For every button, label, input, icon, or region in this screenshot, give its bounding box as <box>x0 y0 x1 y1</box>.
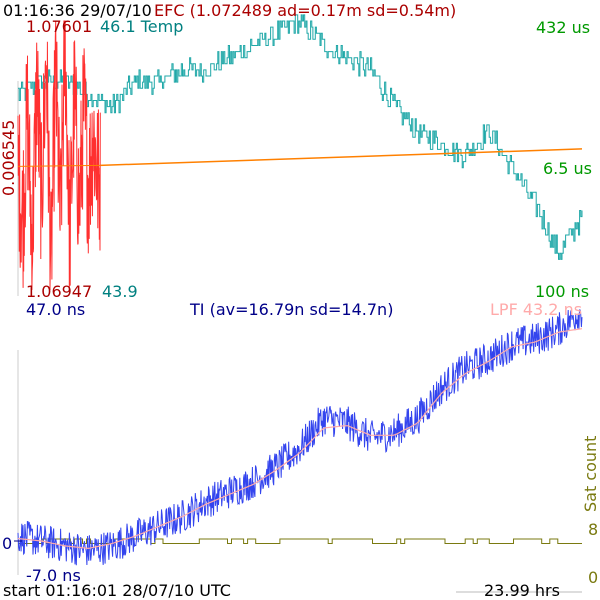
ti-series-line <box>17 309 583 566</box>
lpf-series-line <box>17 328 583 550</box>
timestamp-label: 01:16:36 29/07/10 <box>3 1 152 20</box>
right-bottom-label: 100 ns <box>535 282 590 301</box>
sat-count-series-line <box>18 538 582 544</box>
temp-bottom-label: 43.9 <box>102 282 138 301</box>
efc-title: EFC (1.072489 ad=0.17m sd=0.54m) <box>154 1 457 20</box>
sat-top-label: 8 <box>588 520 599 539</box>
ti-bottom-label: -7.0 ns <box>26 566 81 585</box>
pll-early-line <box>17 164 101 167</box>
right-top-label: 432 us <box>536 18 591 37</box>
ti-top-label: 47.0 ns <box>26 300 86 319</box>
efc-series-line <box>17 20 101 291</box>
efc-top-label: 1.07601 <box>26 17 93 36</box>
pll-series-line <box>100 148 583 167</box>
temp-series-line <box>18 14 583 260</box>
ti-title: TI (av=16.79n sd=14.7n) <box>190 300 394 319</box>
lpf-label: LPF 43.2 ns <box>490 300 583 319</box>
sat-count-label: Sat count <box>581 435 600 512</box>
temp-top-label: 46.1 Temp <box>100 17 184 36</box>
efc-bottom-label: 1.06947 <box>26 282 93 301</box>
duration-label: 23.99 hrs <box>484 581 560 600</box>
start-label: start 01:16:01 28/07/10 UTC <box>3 581 231 600</box>
ti-zero-label: 0 <box>2 534 13 553</box>
right-mid-label: 6.5 us <box>543 159 593 178</box>
efc-axis-span-label: 0.006545 <box>0 119 18 196</box>
sat-bottom-label: 0 <box>588 568 599 587</box>
